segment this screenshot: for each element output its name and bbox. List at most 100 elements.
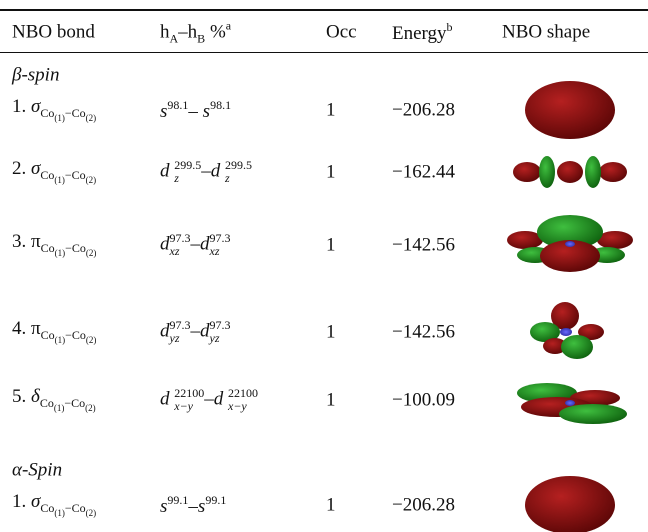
text: 5.	[12, 386, 31, 407]
orbital-lobe	[560, 328, 572, 336]
text: Co	[41, 241, 55, 255]
text: d	[160, 320, 170, 341]
text: Co	[40, 168, 54, 182]
orbital-lobe	[599, 162, 627, 182]
energy-cell: −142.56	[392, 236, 455, 255]
text: (2)	[85, 403, 96, 413]
text: x−y	[174, 400, 204, 413]
text: 99.1	[167, 493, 188, 507]
text: d	[160, 233, 170, 254]
text: –d	[191, 233, 210, 254]
hybrid-cell: d 22100x−y–d 22100x−y	[160, 387, 258, 413]
text: yz	[170, 332, 191, 345]
text: 1	[326, 322, 336, 343]
hybrid-cell: s99.1–s99.1	[160, 494, 226, 516]
text: 1	[326, 235, 336, 256]
text: −Co	[65, 241, 86, 255]
text: Co	[40, 106, 54, 120]
text: 98.1	[210, 98, 231, 112]
orbital-lobe	[565, 241, 575, 247]
text: 1	[326, 100, 336, 121]
nbo-shape	[505, 137, 635, 207]
section-label-text: β-spin	[12, 65, 59, 86]
text: (1)	[54, 175, 65, 185]
text: −100.09	[392, 390, 455, 411]
text: (2)	[86, 248, 97, 258]
text: d	[160, 388, 174, 409]
text: (2)	[86, 113, 97, 123]
text: 3.	[12, 231, 31, 252]
text: (1)	[54, 508, 65, 518]
text: (2)	[86, 335, 97, 345]
bond-cell: 5. δCo(1)−Co(2)	[12, 387, 96, 413]
occ-cell: 1	[326, 101, 336, 120]
text: δ	[31, 386, 40, 407]
text: −Co	[65, 328, 86, 342]
text: −Co	[65, 501, 86, 515]
text: (2)	[86, 508, 97, 518]
bond-cell: 4. πCo(1)−Co(2)	[12, 319, 96, 345]
text: NBO shape	[502, 22, 590, 43]
text: Energy	[392, 23, 447, 44]
hybrid-cell: d97.3yz–d97.3yz	[160, 319, 231, 345]
text: A	[170, 32, 179, 46]
header-cell: NBO shape	[502, 23, 590, 42]
header-cell: Occ	[326, 23, 357, 42]
text: −206.28	[392, 100, 455, 121]
text: –d	[204, 388, 228, 409]
text: σ	[31, 96, 40, 117]
text: NBO bond	[12, 22, 95, 43]
text: (1)	[55, 248, 66, 258]
text: (1)	[54, 113, 65, 123]
text: –d	[201, 160, 225, 181]
header-cell: NBO bond	[12, 23, 95, 42]
text: d	[160, 160, 174, 181]
energy-cell: −206.28	[392, 496, 455, 515]
text: %	[205, 22, 226, 43]
orbital-lobe	[565, 400, 575, 406]
text: a	[226, 19, 231, 33]
text: −142.56	[392, 235, 455, 256]
text: 99.1	[205, 493, 226, 507]
text: x−y	[228, 400, 258, 413]
text: 2.	[12, 158, 31, 179]
text: 98.1	[167, 98, 188, 112]
text: –h	[178, 22, 197, 43]
text: −162.44	[392, 162, 455, 183]
text: 4.	[12, 318, 31, 339]
hybrid-cell: d97.3xz–d97.3xz	[160, 232, 231, 258]
section-label: α-Spin	[12, 461, 62, 480]
text: 1	[326, 162, 336, 183]
text: −Co	[65, 106, 86, 120]
bond-cell: 3. πCo(1)−Co(2)	[12, 232, 96, 258]
text: –d	[191, 320, 210, 341]
text: 1	[326, 495, 336, 516]
energy-cell: −162.44	[392, 163, 455, 182]
orbital-lobe	[525, 476, 615, 532]
nbo-shape	[505, 75, 635, 145]
orbital-lobe	[557, 161, 583, 183]
text: 1.	[12, 491, 31, 512]
energy-cell: −142.56	[392, 323, 455, 342]
text: xz	[210, 245, 231, 258]
text: – s	[188, 101, 210, 122]
occ-cell: 1	[326, 236, 336, 255]
hybrid-cell: s98.1– s98.1	[160, 99, 231, 121]
orbital-lobe	[559, 404, 627, 424]
text: Co	[40, 501, 54, 515]
bond-cell: 1. σCo(1)−Co(2)	[12, 97, 96, 123]
text: (1)	[54, 403, 65, 413]
bond-cell: 1. σCo(1)−Co(2)	[12, 492, 96, 518]
text: −Co	[65, 168, 86, 182]
text: −206.28	[392, 495, 455, 516]
text: π	[31, 231, 41, 252]
orbital-lobe	[561, 335, 593, 359]
text: yz	[210, 332, 231, 345]
energy-cell: −206.28	[392, 101, 455, 120]
sub-sup-stack: 97.3yz	[210, 319, 231, 345]
text: Occ	[326, 22, 357, 43]
